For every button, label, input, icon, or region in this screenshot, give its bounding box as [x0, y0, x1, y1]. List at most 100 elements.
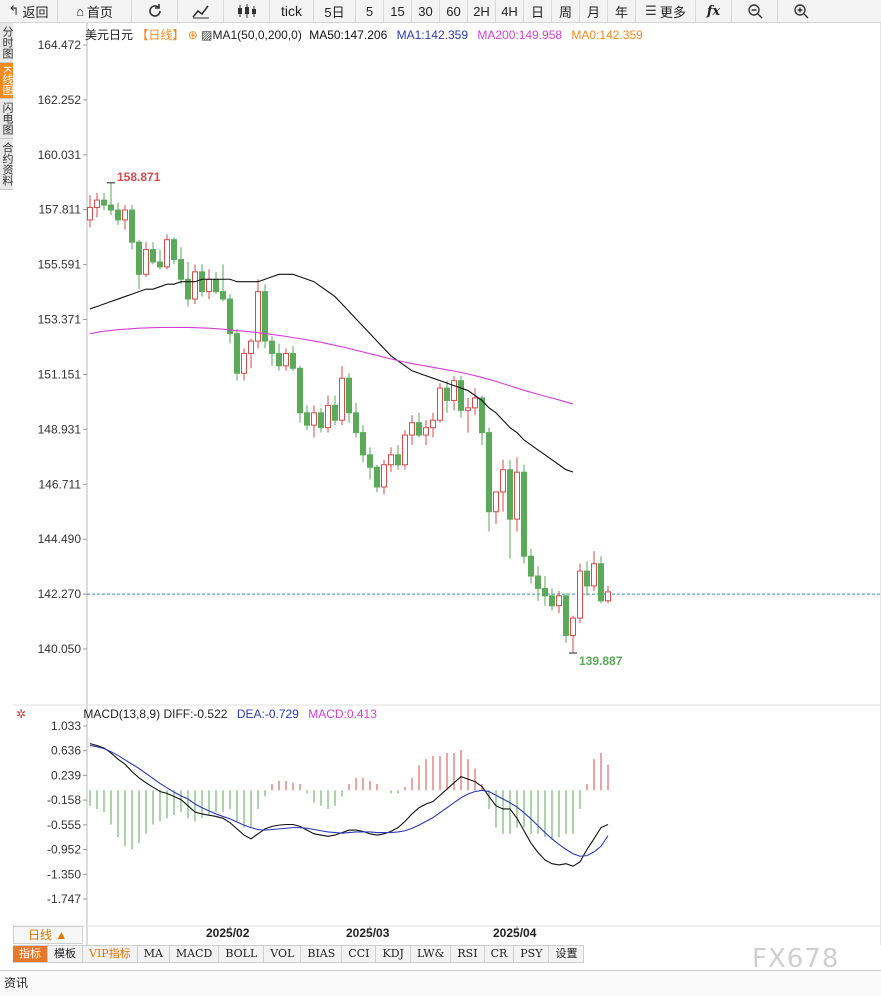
home-button[interactable]: ⌂ 首页: [58, 0, 132, 22]
indicator-tab-11[interactable]: RSI: [451, 946, 485, 962]
candle-body: [577, 570, 583, 619]
formula-button[interactable]: fx: [696, 0, 732, 22]
line-chart-button[interactable]: [178, 0, 224, 22]
candle-body: [332, 404, 338, 421]
candle-body: [591, 563, 597, 587]
period-button-10[interactable]: 年: [608, 0, 636, 22]
candle-body: [129, 209, 135, 243]
indicator-tab-10[interactable]: LW&: [411, 946, 452, 962]
candle-body: [283, 352, 289, 367]
candle-body: [227, 298, 233, 335]
dea-value: DEA:-0.729: [236, 707, 299, 721]
macd-tick-label: -0.158: [47, 793, 81, 807]
candle-body: [325, 404, 331, 429]
period-button-2[interactable]: 15: [384, 0, 412, 22]
period-button-9[interactable]: 月: [580, 0, 608, 22]
period-label: 【日线】: [136, 28, 185, 42]
candle-body: [570, 617, 576, 636]
candle-body: [150, 249, 156, 263]
candle-body: [220, 291, 226, 300]
candle-body: [528, 555, 534, 577]
side-tabs: 分时图 K线图 闪电图 合约资料: [0, 23, 13, 191]
zoom-out-button[interactable]: [732, 0, 778, 22]
kline-chart[interactable]: 164.472 162.252 160.031 157.811 155.591 153.3…: [13, 23, 881, 945]
period-button-1[interactable]: 5: [356, 0, 384, 22]
news-tab[interactable]: 资讯: [4, 976, 29, 990]
tick-button[interactable]: tick: [270, 0, 314, 22]
period-button-8[interactable]: 周: [552, 0, 580, 22]
candle-body: [556, 595, 562, 607]
period-button-6[interactable]: 4H: [496, 0, 524, 22]
indicator-tab-13[interactable]: PSY: [514, 946, 550, 962]
indicator-tab-2[interactable]: VIP指标: [83, 946, 138, 962]
more-button[interactable]: ☰ 更多: [636, 0, 696, 22]
period-button-4[interactable]: 60: [440, 0, 468, 22]
indicator-tab-1[interactable]: 模板: [48, 946, 83, 962]
macd-tick-label: 1.033: [51, 719, 81, 733]
period-selector[interactable]: 日线 ▲: [13, 926, 83, 944]
side-tab-3[interactable]: 合约资料: [0, 139, 13, 191]
candle-body: [605, 591, 611, 602]
zoom-in-button[interactable]: [778, 0, 824, 22]
indicator-tab-0[interactable]: 指标: [13, 946, 48, 962]
candle-body: [423, 427, 429, 436]
period-button-5[interactable]: 2H: [468, 0, 496, 22]
back-button[interactable]: ↰ 返回: [0, 0, 58, 22]
refresh-icon: [148, 4, 161, 17]
zoom-in-icon: [794, 4, 809, 19]
indicator-tab-7[interactable]: BIAS: [301, 946, 343, 962]
period-button-7[interactable]: 日: [524, 0, 552, 22]
side-tab-1[interactable]: K线图: [0, 63, 13, 100]
candle-body: [507, 469, 513, 520]
side-tab-0[interactable]: 分时图: [0, 23, 13, 63]
candle-body: [598, 563, 604, 602]
candle-body: [388, 454, 394, 466]
ma0-value: MA0:142.359: [571, 28, 643, 42]
period-button-0[interactable]: 5日: [314, 0, 356, 22]
candle-body: [213, 278, 219, 293]
macd-tick-label: -1.350: [47, 867, 81, 881]
ma50-line: [89, 273, 574, 473]
candle-body: [157, 261, 163, 268]
macd-legend: ✲ MACD(13,8,9) DIFF:-0.522 DEA:-0.729 MA…: [13, 707, 377, 721]
candle-body: [339, 377, 345, 421]
candle-body: [500, 469, 506, 493]
indicator-tab-12[interactable]: CR: [485, 946, 515, 962]
macd-tick-label: -1.747: [47, 892, 81, 906]
line-chart-icon: [191, 5, 209, 19]
macd-tick-label: 0.636: [51, 744, 81, 758]
candle-body: [542, 587, 548, 597]
dea-line: [89, 744, 609, 857]
chart-area[interactable]: 164.472 162.252 160.031 157.811 155.591 153.3…: [13, 23, 881, 945]
diff-line: [89, 743, 609, 867]
candle-body: [311, 412, 317, 426]
candle-body: [192, 271, 198, 300]
side-tab-2[interactable]: 闪电图: [0, 99, 13, 140]
candle-body: [318, 412, 324, 429]
low-label: 139.887: [579, 654, 623, 668]
indicator-tab-8[interactable]: CCI: [342, 946, 377, 962]
ma-edit-icon[interactable]: ▨: [201, 28, 213, 42]
candle-body: [297, 367, 303, 414]
price-legend: 美元日元 【日线】 ⊕ ▨MA1(50,0,200,0) MA50:147.20…: [85, 26, 643, 43]
candle-body: [346, 377, 352, 414]
indicator-tab-4[interactable]: MACD: [170, 946, 220, 962]
indicator-tab-3[interactable]: MA: [138, 946, 170, 962]
settings-dot-icon[interactable]: ⊕: [187, 28, 198, 42]
candle-body: [115, 209, 121, 221]
candle-body: [402, 434, 408, 466]
candle-body: [262, 291, 268, 342]
macd-settings-icon[interactable]: ✲: [16, 707, 27, 721]
indicator-tab-14[interactable]: 设置: [549, 946, 585, 962]
indicator-tab-9[interactable]: KDJ: [376, 946, 411, 962]
candle-chart-button[interactable]: [224, 0, 270, 22]
indicator-tab-5[interactable]: BOLL: [219, 946, 265, 962]
period-button-3[interactable]: 30: [412, 0, 440, 22]
diff-value: DIFF:-0.522: [163, 707, 228, 721]
macd-params: MACD(13,8,9): [83, 707, 161, 721]
back-arrow-icon: ↰: [8, 3, 20, 18]
indicator-tab-6[interactable]: VOL: [264, 946, 302, 962]
bottom-bar: 资讯: [0, 970, 881, 996]
candle-body: [101, 199, 107, 206]
refresh-button[interactable]: [132, 0, 178, 22]
